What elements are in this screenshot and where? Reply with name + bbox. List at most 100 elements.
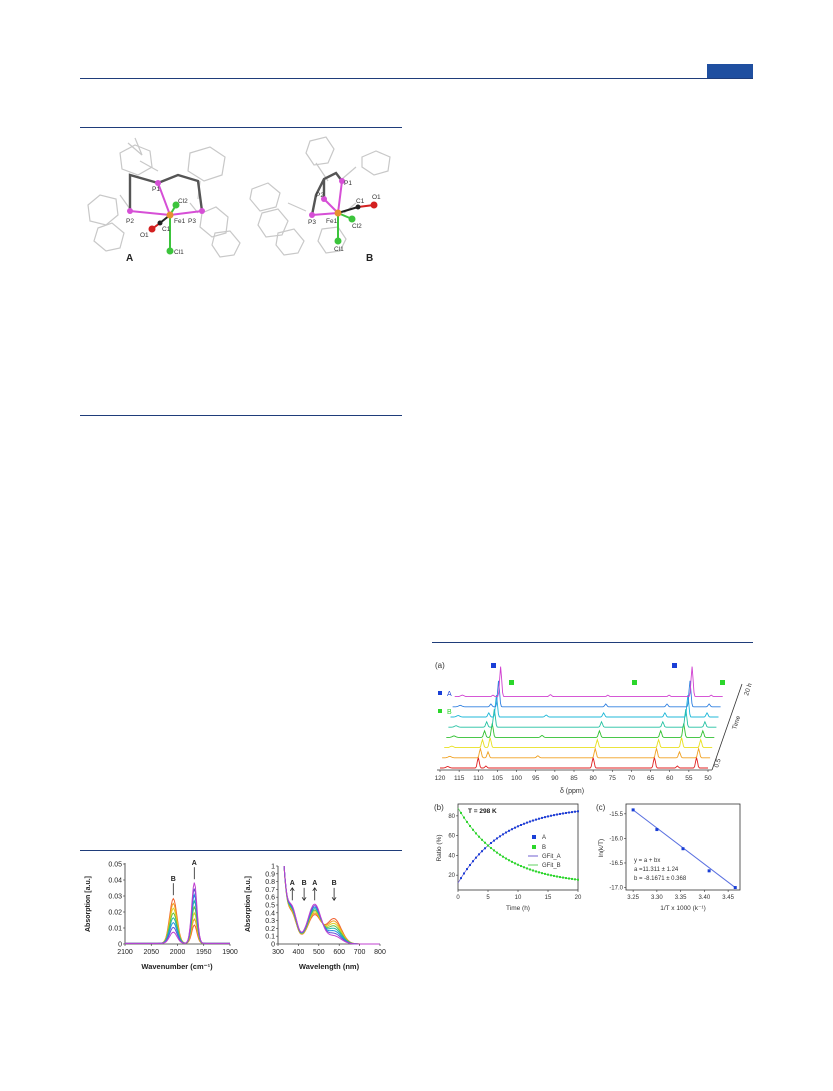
atom-label-b-cl1: Cl1 [334, 246, 344, 253]
kinetics-point-b [475, 832, 477, 835]
nmr-legend-a-marker [438, 691, 442, 695]
kinetics-point-a [505, 831, 507, 834]
kinetics-point-b [565, 877, 567, 880]
kinetics-x-tick-2: 10 [515, 895, 522, 901]
eyring-x-label: 1/T x 1000 (k⁻¹) [660, 905, 706, 912]
structure-a-backbone [128, 173, 204, 212]
ir-x-tick-2: 2000 [170, 949, 186, 956]
header-rule [80, 78, 753, 79]
kinetics-point-b [487, 844, 489, 847]
kinetics-point-b [499, 853, 501, 856]
structure-b: P1 P2 P3 Fe1 C1 O1 Cl2 Cl1 B [249, 136, 391, 264]
structure-a-atom-labels: P1 P2 P3 Fe1 Cl2 C1 O1 Cl1 [126, 186, 196, 256]
atom-label-b-fe1: Fe1 [326, 218, 338, 225]
atom-label-b-cl2: Cl2 [352, 223, 362, 230]
uv-arrow-label-0: A [290, 880, 295, 887]
uv-x-tick-4: 700 [354, 949, 366, 956]
uv-x-label: Wavelength (nm) [299, 962, 360, 971]
uv-x-tick-1: 400 [293, 949, 305, 956]
atom-label-b-p2: P2 [316, 192, 324, 199]
structure-b-backbone [310, 171, 343, 216]
nmr-trace-1 [442, 746, 711, 759]
atom-label-a-cl2: Cl2 [178, 198, 188, 205]
uv-y-ticks: 00.10.20.30.40.50.60.70.80.91 [265, 864, 278, 949]
kinetics-point-b [553, 874, 555, 877]
kinetics-point-b [466, 820, 468, 823]
uv-arrow-label-1: B [302, 880, 307, 887]
kinetics-y-ticks: 20 40 60 80 [448, 814, 458, 879]
eyring-x-tick-4: 3.45 [722, 895, 734, 901]
eyring-point-2 [681, 847, 685, 851]
uv-y-tick-7: 0.7 [265, 887, 275, 894]
uv-y-tick-9: 0.9 [265, 871, 275, 878]
nmr-x-tick-0: 120 [435, 775, 446, 782]
atom-label-a-p3: P3 [188, 218, 196, 225]
kinetics-point-b [571, 877, 573, 880]
nmr-trace-6 [452, 680, 721, 708]
kinetics-curves [457, 807, 579, 884]
kinetics-point-a [526, 821, 528, 824]
kinetics-point-b [463, 816, 465, 819]
uv-y-tick-4: 0.4 [265, 910, 275, 917]
nmr-trace-2 [444, 737, 713, 749]
ir-traces [125, 882, 230, 944]
ir-trace [125, 888, 230, 944]
kinetics-y-tick-1: 40 [448, 853, 455, 859]
kinetics-point-b [520, 865, 522, 868]
kinetics-point-b [484, 841, 486, 844]
uv-x-tick-5: 800 [374, 949, 386, 956]
kinetics-point-b [535, 870, 537, 873]
kinetics-point-a [517, 825, 519, 828]
eyring-y-tick-1: -16.0 [609, 836, 623, 842]
kinetics-y-tick-2: 60 [448, 834, 455, 840]
structure-b-atoms [309, 178, 378, 245]
eyring-equation: y = a + bx [634, 858, 660, 864]
kinetics-point-a [514, 826, 516, 829]
kinetics-point-a [502, 833, 504, 836]
nmr-marker-b-left [509, 680, 514, 685]
ir-x-label: Wavenumber (cm⁻¹) [141, 962, 213, 971]
kinetics-point-b [493, 849, 495, 852]
eyring-plot-area [625, 803, 741, 891]
kinetics-point-a [493, 839, 495, 842]
kinetics-point-b [505, 857, 507, 860]
nmr-x-label: δ (ppm) [560, 788, 584, 795]
kinetics-legend-a-marker [532, 835, 536, 839]
kinetics-annotation: T = 298 K [468, 808, 497, 815]
kinetics-point-a [559, 812, 561, 815]
uv-trace [283, 865, 380, 945]
kinetics-point-a [562, 812, 564, 815]
nmr-x-tick-11: 65 [647, 775, 655, 782]
ir-y-tick-1: 0.01 [108, 926, 122, 933]
nmr-trace-0 [440, 757, 708, 769]
kinetics-point-a [538, 817, 540, 820]
kinetics-point-a [556, 813, 558, 816]
atom-label-a-fe1: Fe1 [174, 218, 186, 225]
uv-traces [283, 865, 380, 945]
kinetics-point-b [568, 877, 570, 880]
eyring-y-tick-0: -15.5 [609, 812, 623, 818]
uv-y-label: Absorption [a.u.] [245, 876, 252, 932]
kinetics-point-b [547, 873, 549, 876]
nmr-traces [440, 666, 723, 769]
kinetics-point-b [511, 860, 513, 863]
uv-y-tick-0: 0 [271, 942, 275, 949]
nmr-time-axis [711, 683, 743, 771]
atom-label-b-o1: O1 [372, 194, 381, 201]
kinetics-point-a [529, 820, 531, 823]
section-rule-right [432, 642, 753, 643]
eyring-x-tick-3: 3.40 [699, 895, 711, 901]
uv-trace [283, 865, 380, 945]
structure-a-label: A [126, 253, 133, 264]
ir-x-tick-0: 2100 [117, 949, 133, 956]
kinetics-point-b [538, 871, 540, 874]
kinetics-point-a [571, 811, 573, 814]
kinetics-point-a [496, 837, 498, 840]
kinetics-point-a [553, 814, 555, 817]
ir-y-ticks: 0 0.01 0.02 0.03 0.04 0.05 [108, 862, 125, 949]
uv-arrow-head-3 [331, 897, 337, 902]
kinetics-x-tick-0: 0 [456, 895, 460, 901]
nmr-legend-a-label: A [447, 691, 452, 698]
eyring-fit-text: y = a + bx a =11.311 ± 1.24 b = -8.1671 … [634, 858, 687, 882]
